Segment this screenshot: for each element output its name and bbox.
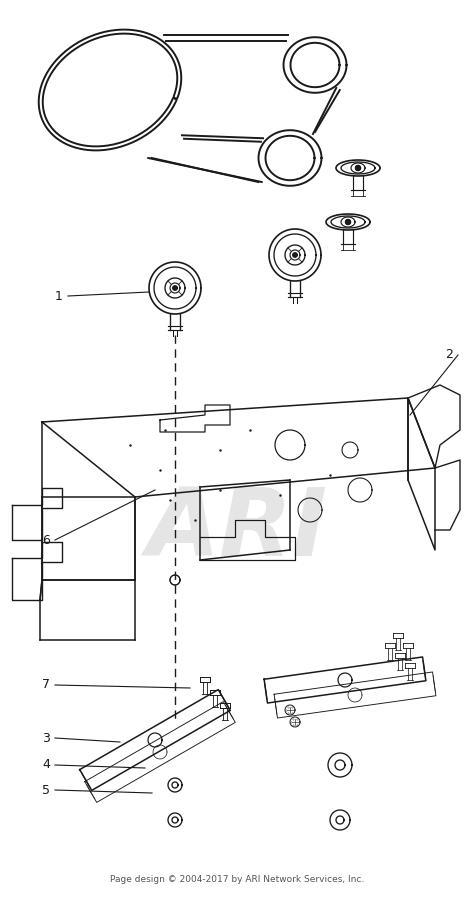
- Text: 5: 5: [42, 783, 50, 797]
- Polygon shape: [346, 219, 350, 224]
- Polygon shape: [173, 286, 177, 290]
- Text: ARI: ARI: [146, 484, 328, 576]
- Polygon shape: [293, 253, 297, 257]
- Text: 3: 3: [42, 732, 50, 744]
- Text: 4: 4: [42, 759, 50, 771]
- Text: 7: 7: [42, 679, 50, 691]
- Text: 6: 6: [42, 533, 50, 547]
- Text: 2: 2: [445, 348, 453, 362]
- Polygon shape: [356, 165, 361, 171]
- Text: 1: 1: [55, 289, 63, 303]
- Text: Page design © 2004-2017 by ARI Network Services, Inc.: Page design © 2004-2017 by ARI Network S…: [110, 876, 364, 885]
